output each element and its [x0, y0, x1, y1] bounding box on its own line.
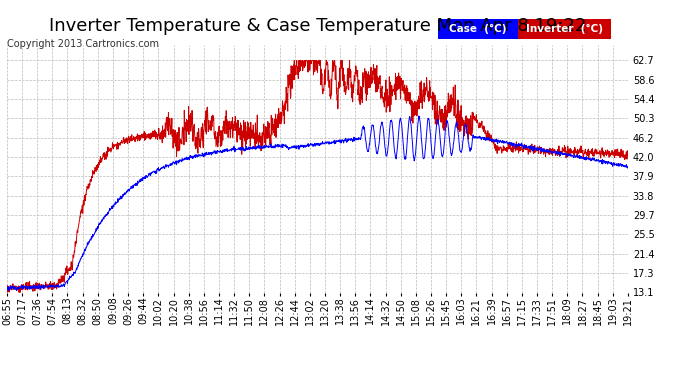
- Text: Case  (°C): Case (°C): [449, 24, 506, 34]
- Text: Copyright 2013 Cartronics.com: Copyright 2013 Cartronics.com: [7, 39, 159, 50]
- Text: Inverter  (°C): Inverter (°C): [526, 24, 602, 34]
- Text: Inverter Temperature & Case Temperature Mon Apr 8 19:22: Inverter Temperature & Case Temperature …: [49, 17, 586, 35]
